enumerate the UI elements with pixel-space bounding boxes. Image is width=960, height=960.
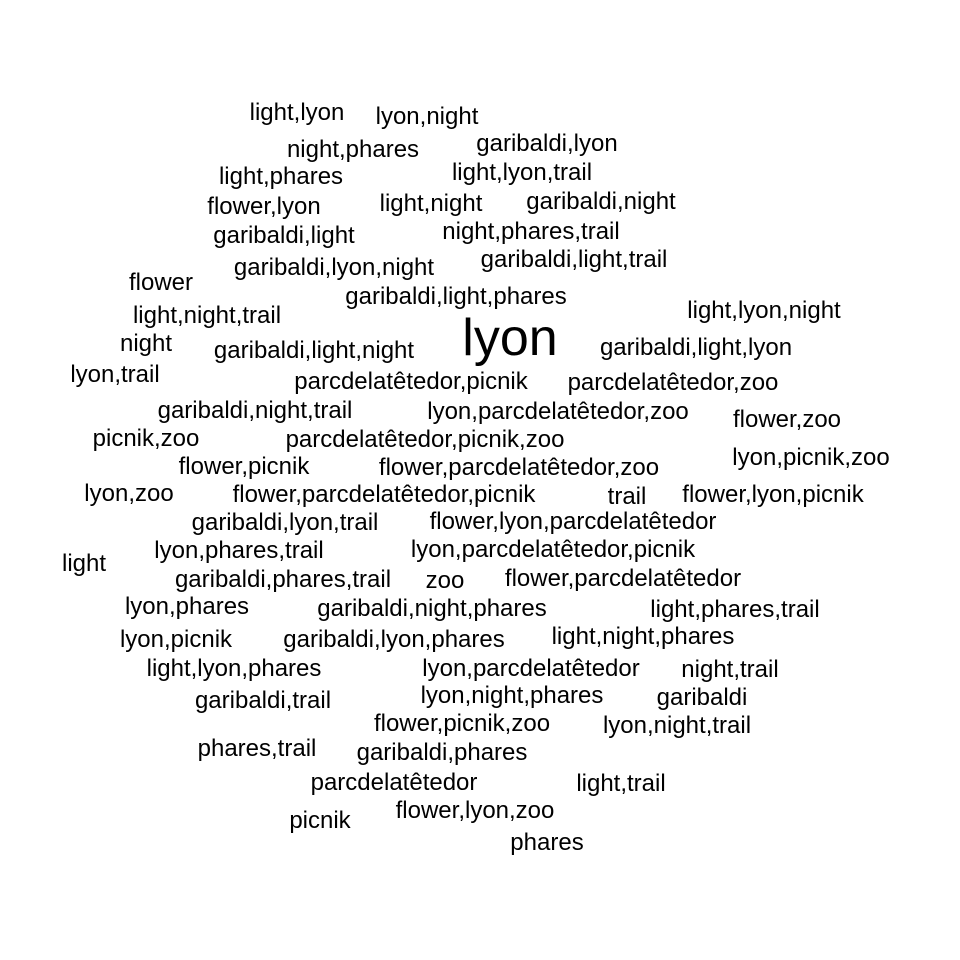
word-garibaldi-phares-trail: garibaldi,phares,trail [174,566,392,593]
word-light-lyon-trail: light,lyon,trail [451,159,593,186]
word-lyon-night: lyon,night [375,103,479,130]
word-lyon-picnik-zoo: lyon,picnik,zoo [732,444,890,471]
word-light-night: light,night [379,190,483,217]
word-lyon-trail: lyon,trail [70,361,160,388]
word-garibaldi-phares: garibaldi,phares [356,739,528,766]
word-picnik: picnik [289,807,351,834]
word-trail: trail [607,483,647,510]
word-light-trail: light,trail [576,770,666,797]
word-light: light [61,550,107,577]
word-garibaldi-lyon-trail: garibaldi,lyon,trail [191,509,379,536]
word-night-phares-trail: night,phares,trail [442,218,620,245]
word-light-lyon-phares: light,lyon,phares [146,655,322,682]
word-lyon-parcdelatetedor-picnik: lyon,parcdelatêtedor,picnik [410,536,696,563]
word-lyon-picnik: lyon,picnik [119,626,233,653]
word-night-trail: night,trail [681,656,779,683]
word-lyon: lyon [462,309,558,367]
word-flower-lyon-zoo: flower,lyon,zoo [395,797,555,824]
word-parcdelatetedor-picnik: parcdelatêtedor,picnik [294,368,528,395]
word-flower: flower [128,269,194,296]
word-garibaldi-light-lyon: garibaldi,light,lyon [599,334,793,361]
word-garibaldi-lyon-night: garibaldi,lyon,night [233,254,435,281]
word-lyon-parcdelatetedor-zoo: lyon,parcdelatêtedor,zoo [427,398,689,425]
word-phares-trail: phares,trail [197,735,317,762]
word-zoo: zoo [425,567,465,594]
word-picnik-zoo: picnik,zoo [92,425,200,452]
word-lyon-night-trail: lyon,night,trail [602,712,752,739]
word-garibaldi-trail: garibaldi,trail [194,687,332,714]
word-garibaldi-light: garibaldi,light [213,222,355,249]
word-flower-lyon-parcdelatetedor: flower,lyon,parcdelatêtedor [429,508,717,535]
word-flower-parcdelatetedor: flower,parcdelatêtedor [504,565,742,592]
word-lyon-phares: lyon,phares [124,593,250,620]
word-flower-picnik: flower,picnik [178,453,310,480]
word-garibaldi: garibaldi [656,684,748,711]
word-flower-lyon-picnik: flower,lyon,picnik [682,481,864,508]
word-flower-zoo: flower,zoo [732,406,842,433]
word-light-phares-trail: light,phares,trail [650,596,820,623]
word-lyon-night-phares: lyon,night,phares [420,682,604,709]
word-night-phares: night,phares [286,136,420,163]
word-garibaldi-lyon-phares: garibaldi,lyon,phares [283,626,505,653]
word-phares: phares [510,829,584,856]
word-light-lyon-night: light,lyon,night [687,297,841,324]
word-parcdelatetedor-picnik-zoo: parcdelatêtedor,picnik,zoo [285,426,565,453]
word-garibaldi-light-phares: garibaldi,light,phares [345,283,567,310]
word-light-night-phares: light,night,phares [551,623,735,650]
word-flower-parcdelatetedor-zoo: flower,parcdelatêtedor,zoo [378,454,660,481]
word-flower-parcdelatetedor-picnik: flower,parcdelatêtedor,picnik [232,481,536,508]
word-garibaldi-light-trail: garibaldi,light,trail [480,246,668,273]
word-light-lyon: light,lyon [249,99,345,126]
word-light-phares: light,phares [218,163,344,190]
word-flower-picnik-zoo: flower,picnik,zoo [373,710,551,737]
word-night: night [119,330,173,357]
word-garibaldi-light-night: garibaldi,light,night [213,337,415,364]
word-garibaldi-night: garibaldi,night [526,188,676,215]
word-garibaldi-lyon: garibaldi,lyon [476,130,618,157]
word-parcdelatetedor-zoo: parcdelatêtedor,zoo [567,369,779,396]
word-garibaldi-night-phares: garibaldi,night,phares [317,595,547,622]
word-lyon-parcdelatetedor: lyon,parcdelatêtedor [422,655,640,682]
word-lyon-phares-trail: lyon,phares,trail [154,537,324,564]
word-parcdelatetedor: parcdelatêtedor [310,769,478,796]
word-light-night-trail: light,night,trail [132,302,282,329]
word-lyon-zoo: lyon,zoo [84,480,174,507]
word-flower-lyon: flower,lyon [207,193,321,220]
word-garibaldi-night-trail: garibaldi,night,trail [157,397,353,424]
